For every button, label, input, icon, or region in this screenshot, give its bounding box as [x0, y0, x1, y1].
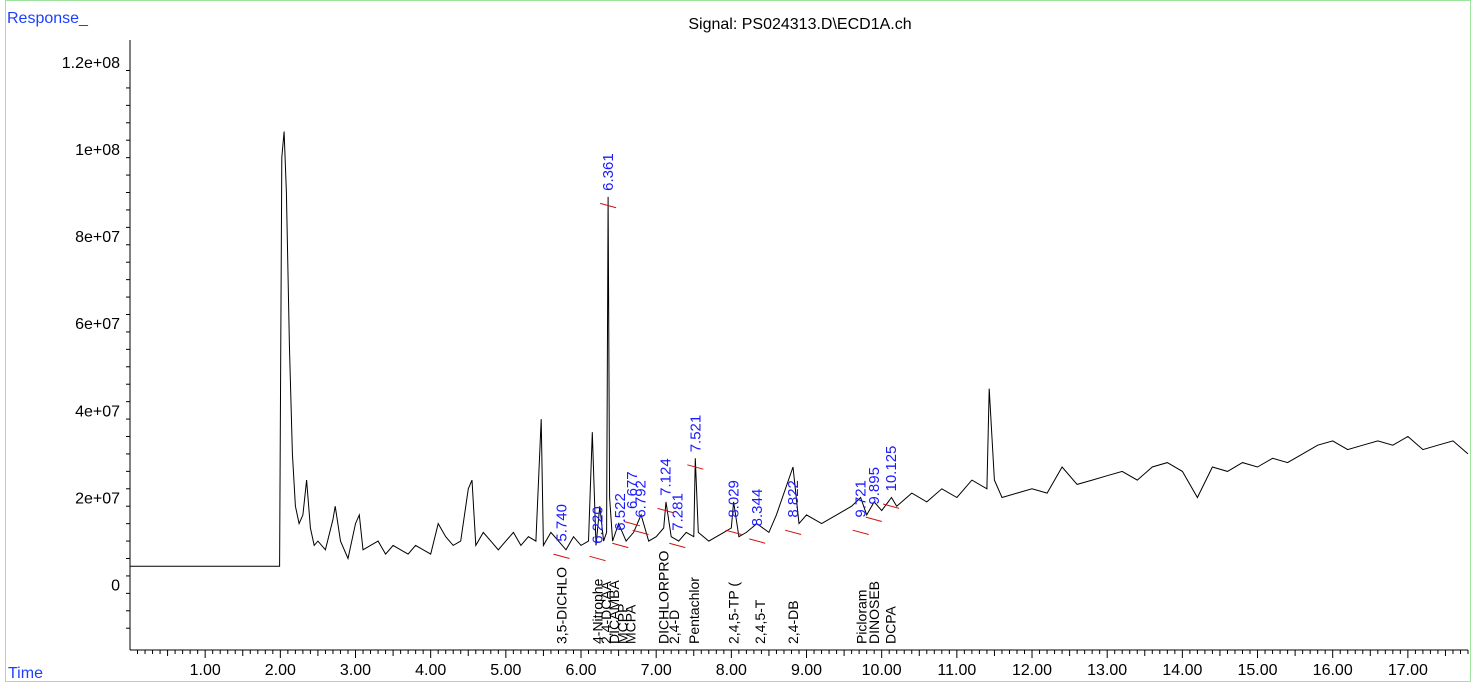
x-tick-label: 2.00: [265, 662, 296, 679]
y-tick-label: 2e+07: [75, 491, 120, 508]
x-tick-label: 17.00: [1388, 662, 1428, 679]
integration-baseline: [657, 507, 674, 514]
integration-baseline: [553, 553, 570, 559]
y-tick-label: 1e+08: [75, 142, 120, 159]
x-tick-label: 6.00: [565, 662, 596, 679]
compound-label: 2,4-DCAA: [598, 580, 614, 644]
peak-rt-label: 7.521: [687, 415, 704, 453]
y-tick-label: 6e+07: [75, 316, 120, 333]
x-tick-label: 5.00: [490, 662, 521, 679]
compound-label: DICHLORPRO: [656, 551, 672, 644]
peak-rt-label: 9.895: [866, 467, 883, 505]
integration-baseline: [785, 529, 802, 536]
compound-label: DICAMBA: [606, 580, 622, 644]
integration-baseline: [687, 464, 704, 470]
integration-baseline: [852, 529, 869, 536]
peak-rt-label: 8.029: [726, 480, 743, 518]
peak-rt-label: 7.124: [658, 458, 675, 496]
x-tick-label: 3.00: [340, 662, 371, 679]
compound-label: 2,4,5-TP (: [726, 582, 742, 644]
x-tick-label: 1.00: [190, 662, 221, 679]
integration-baseline: [632, 529, 649, 536]
compound-label: 2,4-DB: [785, 600, 801, 644]
integration-baseline: [882, 503, 900, 509]
peak-rt-label: 8.822: [785, 480, 802, 518]
x-tick-label: 9.00: [791, 662, 822, 679]
integration-baseline: [865, 516, 882, 522]
integration-baseline: [669, 542, 686, 549]
plot-frame: [5, 0, 1471, 682]
integration-baseline: [612, 542, 629, 549]
peak-rt-label: 5.740: [553, 504, 570, 542]
integration-baseline: [600, 202, 617, 209]
signal-trace: [130, 131, 1469, 567]
peak-rt-label: 9.721: [853, 480, 870, 518]
compound-label: 4-Nitrophe: [590, 578, 606, 644]
x-axis-label: Time: [8, 665, 43, 682]
y-tick-label: 8e+07: [75, 229, 120, 246]
peak-rt-label: 6.220: [590, 506, 607, 544]
x-tick-label: 4.00: [415, 662, 446, 679]
x-tick-label: 11.00: [937, 662, 976, 679]
x-tick-label: 13.00: [1087, 662, 1127, 679]
y-tick-label: 0: [111, 578, 120, 595]
peak-labels: 5.740 6.2206.3616.5226.6776.7927.1247.281…: [553, 153, 900, 562]
compound-labels: 3,5-DICHLO 4-Nitrophe2,4-DCAADICAMBAMCPPM…: [553, 551, 898, 644]
x-tick-label: 14.00: [1162, 662, 1202, 679]
peak-rt-label: 6.361: [600, 153, 617, 191]
compound-label: MCPP: [614, 604, 630, 644]
peak-rt-label: 6.677: [624, 471, 641, 509]
chart-title: Signal: PS024313.D\ECD1A.ch: [688, 16, 912, 33]
compound-label: 3,5-DICHLO: [553, 567, 569, 644]
compound-label: MCPA: [623, 604, 639, 644]
x-tick-label: 10.00: [862, 662, 902, 679]
x-tick-label: 16.00: [1313, 662, 1353, 679]
x-tick-label: 8.00: [716, 662, 747, 679]
axes: 1.00 2.00 3.00 4.00 5.00 6.00 7.00 8.00 9.00 10.0…: [62, 40, 1469, 679]
integration-baseline: [589, 555, 606, 562]
integration-baseline: [749, 538, 766, 544]
x-tick-label: 15.00: [1238, 662, 1278, 679]
compound-label: DINOSEB: [866, 581, 882, 644]
trace-layer: [130, 131, 1469, 567]
y-axis-label: Response_: [7, 10, 88, 27]
peak-rt-label: 7.281: [669, 493, 686, 531]
compound-label: 2,4-D: [666, 610, 682, 644]
compound-label: Picloram: [853, 590, 869, 644]
peak-rt-label: 10.125: [883, 446, 900, 492]
integration-baseline: [725, 529, 742, 536]
y-tick-label: 4e+07: [75, 403, 120, 420]
compound-label: Pentachlor: [686, 577, 702, 644]
y-tick-label: 1.2e+08: [62, 55, 120, 72]
peak-rt-label: 8.344: [749, 489, 766, 527]
compound-label: 2,4,5-T: [752, 599, 768, 644]
integration-baseline: [623, 520, 641, 527]
x-tick-label: 12.00: [1012, 662, 1052, 679]
peak-rt-label: 6.792: [633, 480, 650, 518]
compound-label: DCPA: [883, 605, 899, 644]
x-tick-label: 7.00: [641, 662, 672, 679]
